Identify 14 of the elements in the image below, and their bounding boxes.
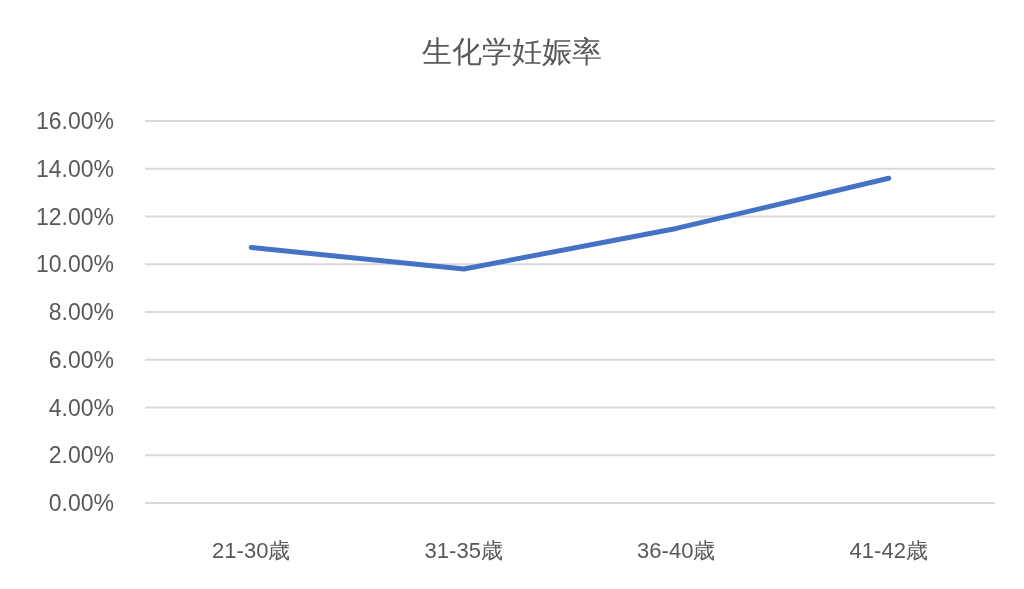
y-tick-label: 14.00% [36,155,114,182]
y-tick-label: 12.00% [36,203,114,230]
y-tick-label: 0.00% [48,490,114,516]
title: 生化学妊娠率 [422,35,602,68]
y-tick-label: 8.00% [48,299,114,325]
x-tick-label: 41-42歳 [849,538,928,563]
y-tick-label: 10.00% [36,251,114,278]
y-tick-label: 16.00% [36,108,114,134]
y-tick-label: 2.00% [48,442,114,469]
y-tick-label: 6.00% [48,346,114,373]
x-tick-label: 31-35歳 [424,538,503,563]
x-tick-label: 21-30歳 [212,538,291,563]
y-tick-label: 4.00% [48,394,114,421]
x-tick-label: 36-40歳 [637,538,716,563]
